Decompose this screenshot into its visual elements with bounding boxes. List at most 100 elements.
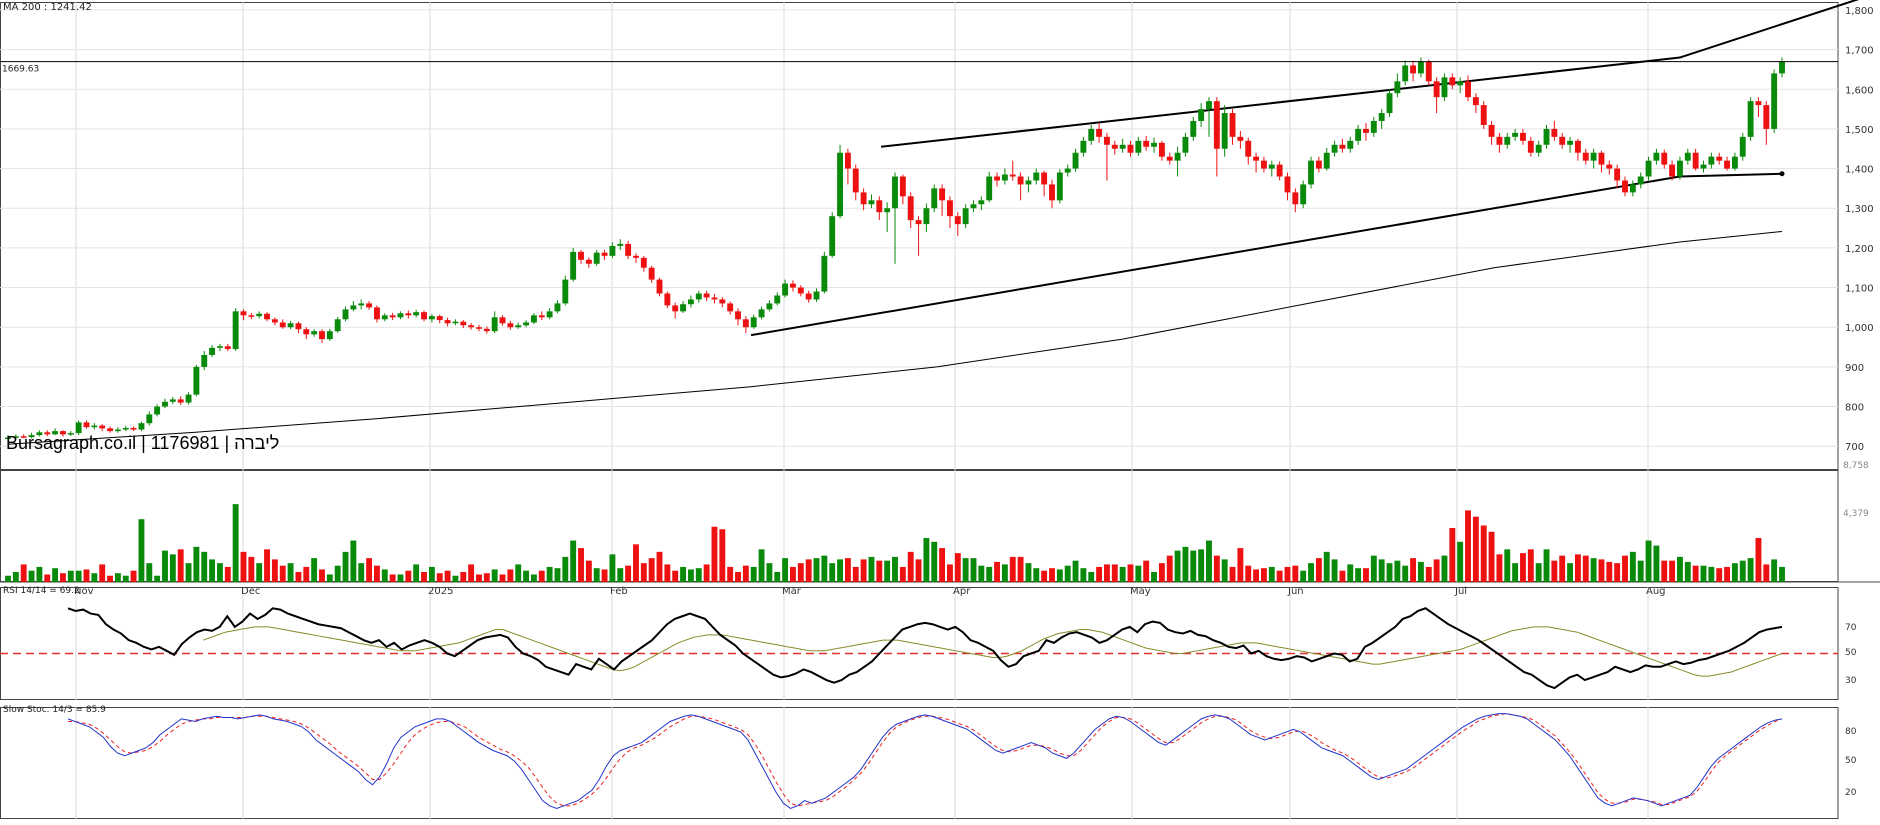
- volume-bar: [162, 550, 168, 582]
- candle-body: [248, 315, 255, 317]
- candle-body: [279, 322, 286, 328]
- candle-body: [240, 311, 247, 316]
- candle-body: [216, 346, 223, 348]
- volume-bar: [735, 571, 741, 582]
- candle-body: [1716, 156, 1723, 161]
- candle-body: [75, 422, 82, 434]
- volume-bar: [695, 568, 702, 582]
- volume-bar: [1041, 570, 1048, 582]
- volume-bar: [884, 560, 891, 582]
- month-label: Jun: [1287, 586, 1304, 597]
- volume-bar: [1056, 569, 1063, 582]
- volume-bar: [1347, 564, 1354, 582]
- volume-bar: [1151, 571, 1157, 582]
- volume-max-label: 8,758: [1843, 461, 1869, 471]
- candle-body: [177, 399, 184, 403]
- volume-bar: [483, 573, 490, 582]
- candle-body: [1017, 176, 1024, 185]
- volume-bar: [373, 565, 380, 582]
- volume-bar: [1001, 564, 1008, 582]
- candle-body: [1284, 176, 1291, 193]
- candle-body: [907, 196, 914, 221]
- volume-bar: [36, 566, 43, 582]
- candle-body: [1582, 152, 1589, 161]
- volume-bar: [609, 554, 616, 582]
- volume-bar: [12, 571, 19, 582]
- candle-body: [1747, 101, 1754, 137]
- volume-bar: [617, 568, 624, 582]
- candle-body: [1229, 113, 1236, 137]
- volume-bar: [216, 563, 223, 582]
- month-label: Apr: [953, 586, 971, 597]
- candle-body: [813, 291, 820, 300]
- candle-body: [523, 322, 530, 326]
- candle-body: [774, 295, 781, 304]
- month-label: Aug: [1646, 586, 1666, 597]
- price-tick-label: 1,500: [1845, 125, 1874, 136]
- price-tick-label: 1,800: [1845, 6, 1874, 17]
- channel-upper: [880, 0, 1860, 148]
- price-axis: 700 800 900 1,000 1,100 1,200 1,300 1,400 1,500 1…: [1845, 6, 1874, 453]
- candle-body: [1245, 140, 1252, 157]
- volume-bar: [1143, 560, 1150, 582]
- volume-bar: [1645, 540, 1652, 582]
- volume-bar: [672, 570, 679, 582]
- watermark: Bursagraph.co.il | 1176981 | ליברה: [6, 433, 279, 453]
- candle-body: [1135, 140, 1142, 153]
- volume-bar: [1370, 555, 1377, 582]
- candle-body: [1049, 184, 1055, 201]
- volume-bar: [264, 549, 270, 582]
- candle-body: [1041, 172, 1048, 185]
- volume-bar: [295, 571, 302, 582]
- volume-bar: [444, 570, 451, 582]
- volume-bar: [1331, 559, 1338, 582]
- stoch-tick-20: 20: [1845, 788, 1857, 798]
- volume-bar: [413, 564, 420, 582]
- volume-bar: [593, 568, 600, 582]
- candle-body: [947, 200, 953, 217]
- volume-bar: [1622, 555, 1628, 582]
- candle-body: [146, 414, 153, 424]
- candle-body: [1661, 152, 1668, 165]
- volume-bar: [844, 558, 851, 582]
- grid-lines: [0, 2, 1838, 819]
- volume-bar: [1103, 564, 1110, 582]
- volume-bar: [1355, 568, 1362, 582]
- volume-bar: [515, 564, 522, 582]
- stoch-tick-50: 50: [1845, 756, 1857, 766]
- stochastic-d-line: [68, 713, 1783, 807]
- candle-body: [1213, 101, 1220, 149]
- candle-body: [1268, 164, 1275, 169]
- candle-body: [397, 313, 404, 318]
- volume-bar: [209, 559, 216, 582]
- volume-bar: [1182, 546, 1189, 582]
- candle-body: [1331, 144, 1338, 153]
- rsi-line: [67, 607, 1783, 690]
- candle-body: [1425, 61, 1432, 82]
- candle-body: [373, 307, 380, 320]
- volume-bar: [1677, 556, 1683, 582]
- volume-bar: [1017, 556, 1024, 582]
- volume-bar: [1449, 527, 1456, 582]
- candle-body: [1072, 152, 1079, 169]
- volume-bar: [1080, 568, 1087, 582]
- candle-body: [962, 208, 969, 225]
- volume-bar: [1221, 559, 1228, 582]
- volume-bar: [601, 569, 608, 582]
- candle-body: [821, 255, 828, 292]
- volume-bar: [1276, 570, 1283, 582]
- volume-bar: [1166, 555, 1173, 582]
- candle-body: [1779, 61, 1785, 74]
- candle-body: [1190, 120, 1197, 137]
- candle-body: [67, 433, 74, 435]
- candle-body: [727, 303, 734, 312]
- volume-bar: [1111, 564, 1118, 582]
- volume-bar: [829, 563, 836, 582]
- volume-bar: [1253, 569, 1260, 582]
- candle-body: [1166, 156, 1173, 161]
- volume-bar: [1315, 558, 1322, 582]
- volume-bar: [1127, 564, 1134, 582]
- candle-body: [986, 176, 993, 201]
- volume-bar: [1598, 559, 1605, 582]
